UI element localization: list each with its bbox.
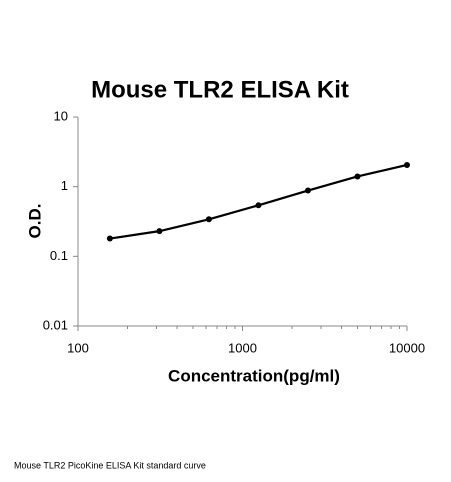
point <box>304 187 311 194</box>
line <box>109 163 408 240</box>
point <box>156 228 163 235</box>
x-tick-label: 100 <box>67 340 89 355</box>
y-tick-label: 0.1 <box>50 248 68 263</box>
y-tick-label: 10 <box>54 108 68 123</box>
x-tick-label: 1000 <box>228 340 257 355</box>
x-tick-label: 10000 <box>389 340 425 355</box>
point <box>255 202 262 209</box>
chart-title: Mouse TLR2 ELISA Kit <box>91 76 349 103</box>
y-axis-label: O.D. <box>25 204 44 239</box>
caption: Mouse TLR2 PicoKine ELISA Kit standard c… <box>14 460 206 470</box>
point <box>354 173 361 180</box>
y-tick-label: 0.01 <box>43 317 68 332</box>
point <box>106 235 113 242</box>
x-axis-label: Concentration(pg/ml) <box>168 366 340 385</box>
point <box>404 161 410 168</box>
y-tick-label: 1 <box>61 178 68 193</box>
point <box>205 216 212 223</box>
